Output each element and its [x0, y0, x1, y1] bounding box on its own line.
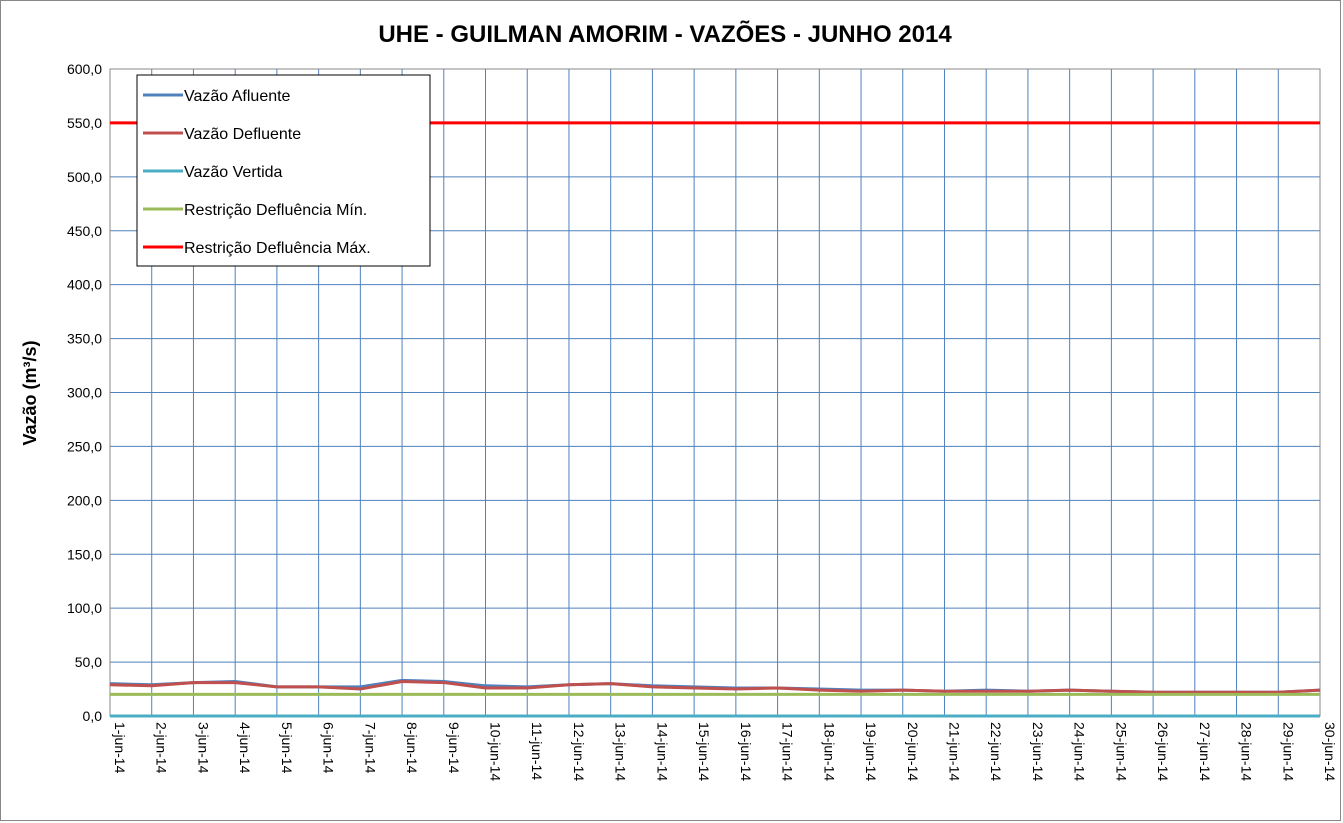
y-tick-label: 550,0: [67, 115, 102, 131]
x-tick-label: 2-jun-14: [154, 722, 170, 774]
y-tick-label: 100,0: [67, 600, 102, 616]
x-tick-label: 28-jun-14: [1239, 722, 1255, 781]
y-tick-label: 350,0: [67, 331, 102, 347]
x-tick-label: 9-jun-14: [446, 722, 462, 774]
x-tick-label: 5-jun-14: [279, 722, 295, 774]
y-tick-label: 600,0: [67, 61, 102, 77]
y-tick-label: 150,0: [67, 546, 102, 562]
x-tick-label: 7-jun-14: [362, 722, 378, 774]
x-tick-label: 20-jun-14: [905, 722, 921, 781]
x-tick-label: 6-jun-14: [321, 722, 337, 774]
y-axis-label: Vazão (m³/s): [20, 340, 40, 445]
x-tick-label: 26-jun-14: [1155, 722, 1171, 781]
x-tick-label: 15-jun-14: [696, 722, 712, 781]
y-tick-label: 450,0: [67, 223, 102, 239]
legend-label: Restrição Defluência Mín.: [184, 202, 367, 219]
x-tick-label: 17-jun-14: [780, 722, 796, 781]
x-tick-label: 11-jun-14: [529, 722, 545, 780]
x-tick-label: 14-jun-14: [654, 722, 670, 781]
legend-label: Vazão Afluente: [184, 88, 291, 105]
y-tick-label: 200,0: [67, 492, 102, 508]
y-tick-label: 500,0: [67, 169, 102, 185]
x-tick-label: 18-jun-14: [821, 722, 837, 781]
y-tick-label: 0,0: [83, 708, 103, 724]
x-tick-label: 1-jun-14: [112, 722, 128, 774]
legend-box: [136, 74, 431, 267]
y-tick-label: 250,0: [67, 438, 102, 454]
legend-label: Restrição Defluência Máx.: [184, 240, 371, 257]
x-tick-label: 23-jun-14: [1030, 722, 1046, 781]
x-tick-label: 3-jun-14: [195, 722, 211, 774]
x-tick-label: 24-jun-14: [1072, 722, 1088, 781]
x-tick-label: 22-jun-14: [988, 722, 1004, 781]
legend-label: Vazão Vertida: [184, 164, 283, 181]
x-tick-label: 27-jun-14: [1197, 722, 1213, 781]
y-tick-label: 400,0: [67, 277, 102, 293]
x-tick-label: 29-jun-14: [1280, 722, 1296, 781]
x-tick-label: 4-jun-14: [237, 722, 253, 774]
x-tick-label: 10-jun-14: [488, 722, 504, 781]
y-tick-label: 300,0: [67, 385, 102, 401]
series-line: [109, 679, 1321, 694]
x-tick-label: 21-jun-14: [946, 722, 962, 781]
x-tick-label: 12-jun-14: [571, 722, 587, 781]
x-tick-label: 16-jun-14: [738, 722, 754, 781]
x-tick-label: 8-jun-14: [404, 722, 420, 774]
legend-label: Vazão Defluente: [184, 126, 301, 143]
x-tick-label: 25-jun-14: [1113, 722, 1129, 781]
x-tick-label: 13-jun-14: [613, 722, 629, 781]
x-tick-label: 19-jun-14: [863, 722, 879, 781]
y-tick-label: 50,0: [75, 654, 102, 670]
x-tick-label: 30-jun-14: [1322, 722, 1338, 781]
chart-title: UHE - GUILMAN AMORIM - VAZÕES - JUNHO 20…: [378, 20, 952, 48]
